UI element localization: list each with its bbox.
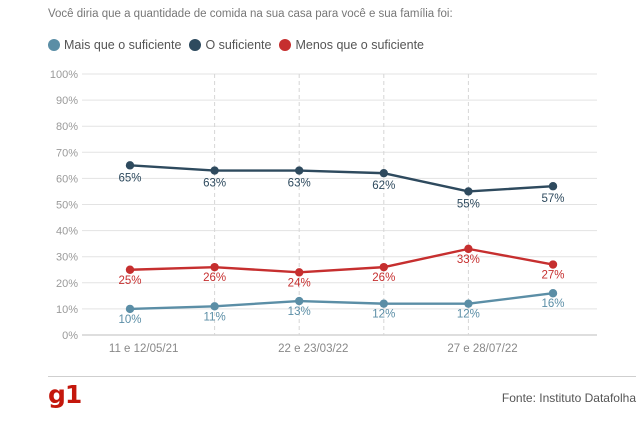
legend-label-mais: Mais que o suficiente: [64, 38, 182, 52]
x-tick-label: 11 e 12/05/21: [109, 343, 179, 355]
y-tick-label: 30%: [56, 252, 78, 264]
series-line: [129, 247, 554, 274]
x-tick-label: 22 e 23/03/22: [278, 343, 348, 355]
y-tick-label: 90%: [56, 95, 78, 107]
data-point: [295, 296, 304, 306]
data-point: [210, 262, 219, 272]
data-label: 57%: [541, 193, 564, 205]
legend: Mais que o suficiente O suficiente Menos…: [48, 38, 432, 52]
series-line: [129, 164, 554, 193]
data-point: [464, 299, 473, 308]
legend-label-suficiente: O suficiente: [205, 38, 272, 52]
data-point: [379, 299, 388, 308]
chart-question: Você diria que a quantidade de comida na…: [48, 8, 453, 20]
data-label: 26%: [372, 272, 395, 284]
y-tick-label: 80%: [56, 121, 78, 133]
data-label: 11%: [204, 311, 226, 323]
series-line: [129, 292, 554, 311]
data-label: 24%: [288, 277, 311, 289]
x-tick-label: 27 e 28/07/22: [447, 343, 517, 355]
y-tick-label: 60%: [56, 173, 78, 185]
data-point: [210, 166, 219, 175]
legend-label-menos: Menos que o suficiente: [295, 38, 425, 52]
data-label: 33%: [457, 254, 480, 266]
data-label: 13%: [288, 306, 311, 318]
legend-dot-mais: [48, 39, 60, 51]
data-point: [125, 161, 135, 170]
data-label: 65%: [118, 172, 141, 184]
g1-logo: g1: [48, 380, 82, 409]
data-point: [548, 260, 558, 269]
data-point: [548, 289, 558, 298]
y-tick-label: 50%: [56, 200, 78, 212]
y-tick-label: 70%: [56, 147, 78, 159]
data-point: [379, 262, 388, 272]
data-point: [379, 168, 388, 178]
legend-dot-suficiente: [189, 39, 202, 51]
legend-dot-menos: [279, 39, 292, 51]
y-tick-label: 0%: [62, 330, 78, 342]
data-label: 10%: [118, 314, 141, 326]
data-label: 27%: [541, 270, 564, 282]
data-point: [548, 182, 558, 191]
data-point: [125, 304, 135, 314]
data-label: 63%: [203, 178, 226, 190]
data-label: 63%: [288, 178, 311, 190]
data-label: 12%: [372, 309, 395, 321]
y-tick-label: 100%: [50, 69, 78, 81]
data-label: 16%: [541, 298, 564, 310]
data-label: 12%: [457, 309, 480, 321]
y-tick-label: 10%: [56, 304, 78, 316]
legend-item-menos: Menos que o suficiente: [279, 38, 424, 52]
legend-item-suficiente: O suficiente: [189, 38, 271, 52]
data-label: 62%: [372, 180, 395, 192]
data-point: [464, 187, 473, 196]
source-note: Fonte: Instituto Datafolha: [501, 391, 636, 405]
data-label: 55%: [457, 198, 480, 210]
data-point: [210, 302, 219, 311]
data-point: [464, 244, 473, 254]
legend-item-mais: Mais que o suficiente: [48, 38, 181, 52]
data-label: 26%: [203, 272, 226, 284]
footer-divider: [48, 376, 636, 377]
data-point: [125, 265, 135, 274]
data-label: 25%: [118, 275, 141, 287]
data-point: [295, 268, 304, 277]
data-point: [295, 166, 304, 175]
y-tick-label: 20%: [56, 278, 78, 290]
y-tick-label: 40%: [56, 226, 78, 238]
